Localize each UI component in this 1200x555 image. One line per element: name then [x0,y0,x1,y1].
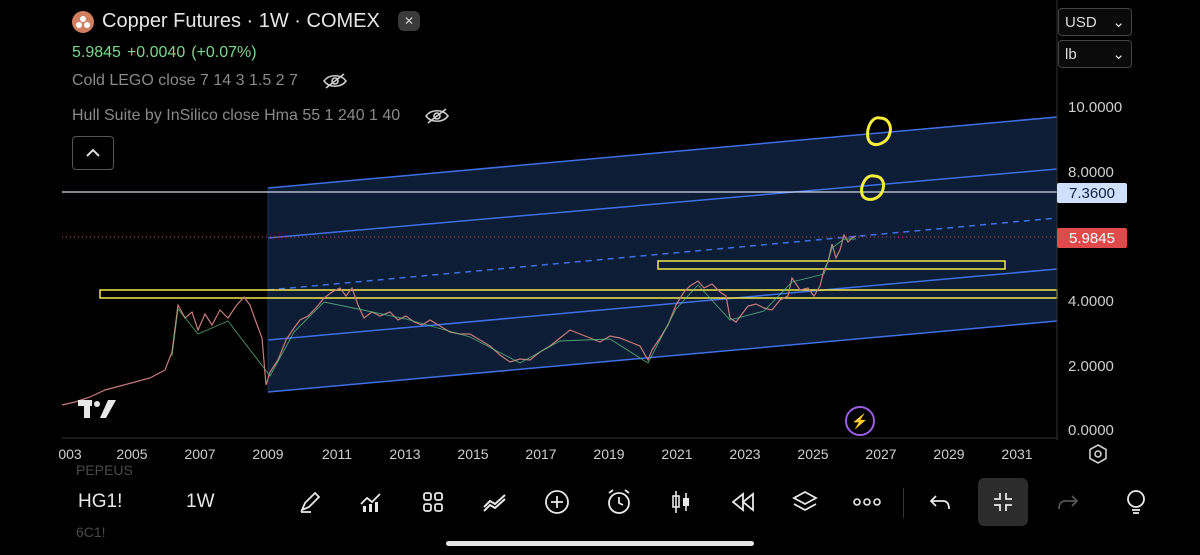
last-price: 5.9845 [72,44,121,61]
chart-settings-icon[interactable] [1087,443,1109,465]
compare-icon[interactable] [477,484,513,520]
channel-center-dashed-line[interactable] [267,217,1058,291]
x-tick-label: 2013 [389,446,421,462]
replay-icon[interactable] [725,484,761,520]
ghost-symbol-above: PEPEUS [76,462,133,478]
undo-icon[interactable] [922,484,958,520]
price-change: +0.0040 [126,44,186,61]
unit-select[interactable]: lb ⌄ [1058,40,1132,68]
home-indicator[interactable] [446,541,754,546]
alert-icon[interactable] [601,484,637,520]
candles-icon[interactable] [663,484,699,520]
interval-button[interactable]: 1W [186,491,215,512]
horizontal-line-tag[interactable]: 7.3600 [1057,183,1127,203]
x-tick-label: 2021 [661,446,693,462]
price-change-pct: (+0.07%) [191,44,257,61]
annotation-circle-upper [866,116,892,146]
price-readout: 5.9845 +0.0040 (+0.07%) [72,44,257,62]
x-tick-label: 2027 [865,446,897,462]
resistance-zone-rectangle[interactable] [657,260,1006,270]
channel-mid-lower-line[interactable] [267,268,1058,341]
eye-hidden-icon[interactable] [322,72,348,90]
add-icon[interactable] [539,484,575,520]
redo-icon[interactable] [1050,484,1086,520]
chevron-up-icon [86,148,100,157]
x-tick-label: 2005 [116,446,148,462]
currency-select[interactable]: USD ⌄ [1058,8,1132,36]
price-candles-green [171,238,856,377]
indicator-row-1[interactable]: Cold LEGO close 7 14 3 1.5 2 7 [72,72,348,90]
chevron-down-icon: ⌄ [1112,46,1125,63]
channel-upper-line[interactable] [267,116,1058,189]
bulb-icon[interactable] [1120,484,1148,520]
toolbar-divider [903,488,904,518]
chevron-down-icon: ⌄ [1112,14,1125,31]
x-tick-label: 2025 [797,446,829,462]
indicator-label: Cold LEGO close 7 14 3 1.5 2 7 [72,72,298,89]
indicators-icon[interactable] [353,484,389,520]
ghost-symbol-below: 6C1! [76,524,106,540]
x-tick-label: 003 [58,446,82,462]
channel-lower-line[interactable] [267,320,1058,393]
channel-mid-upper-line[interactable] [267,168,1058,239]
y-tick-label: 8.0000 [1068,164,1114,181]
symbol-title: Copper Futures · 1W · COMEX [102,10,380,32]
last-price-tag: 5.9845 [1057,228,1127,248]
x-tick-label: 2007 [184,446,216,462]
indicator-label: Hull Suite by InSilico close Hma 55 1 24… [72,107,401,124]
y-tick-label: 0.0000 [1068,422,1114,439]
x-tick-label: 2015 [457,446,489,462]
layout-icon[interactable] [415,484,451,520]
brush-icon[interactable] [292,484,328,520]
eye-hidden-icon[interactable] [424,107,450,125]
symbol-legend[interactable]: Copper Futures · 1W · COMEX [72,10,380,33]
layers-icon[interactable] [787,484,823,520]
x-tick-label: 2019 [593,446,625,462]
collapse-legend-button[interactable] [72,136,114,170]
tradingview-logo [78,400,116,418]
x-tick-label: 2029 [933,446,965,462]
indicator-row-2[interactable]: Hull Suite by InSilico close Hma 55 1 24… [72,107,450,125]
more-icon[interactable] [849,484,885,520]
symbol-button[interactable]: HG1! [78,491,123,512]
x-tick-label: 2009 [252,446,284,462]
y-tick-label: 2.0000 [1068,358,1114,375]
x-tick-label: 2031 [1001,446,1033,462]
lightning-icon[interactable]: ⚡ [845,406,875,436]
annotation-circle-lower [860,174,886,201]
x-tick-label: 2011 [321,446,353,462]
y-tick-label: 4.0000 [1068,293,1114,310]
x-tick-label: 2017 [525,446,557,462]
x-tick-label: 2023 [729,446,761,462]
copper-symbol-icon [72,10,94,33]
y-tick-label: 10.0000 [1068,99,1123,116]
close-icon[interactable]: ✕ [398,11,420,31]
collapse-icon[interactable] [978,478,1028,526]
